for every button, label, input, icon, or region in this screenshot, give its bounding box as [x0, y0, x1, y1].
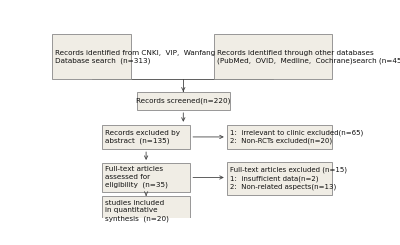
- FancyBboxPatch shape: [214, 34, 332, 79]
- Text: Records identified from CNKI,  VIP,  Wanfang
Database search  (n=313): Records identified from CNKI, VIP, Wanfa…: [56, 50, 216, 64]
- Text: Records screened(n=220): Records screened(n=220): [136, 98, 230, 104]
- FancyBboxPatch shape: [52, 34, 131, 79]
- Text: 1:  irrelevant to clinic excluded(n=65)
2:  Non-RCTs excluded(n=20): 1: irrelevant to clinic excluded(n=65) 2…: [230, 130, 363, 144]
- Text: Full-text articles
assessed for
eligibility  (n=35): Full-text articles assessed for eligibil…: [105, 167, 168, 188]
- Text: studies included
in quantitative
synthesis  (n=20): studies included in quantitative synthes…: [105, 199, 169, 221]
- Text: Records identified through other databases
(PubMed,  OVID,  Medline,  Cochrane)s: Records identified through other databas…: [218, 50, 400, 64]
- FancyBboxPatch shape: [102, 196, 190, 225]
- Text: Records excluded by
abstract  (n=135): Records excluded by abstract (n=135): [105, 130, 180, 144]
- FancyBboxPatch shape: [227, 162, 332, 195]
- FancyBboxPatch shape: [102, 163, 190, 192]
- FancyBboxPatch shape: [227, 125, 332, 149]
- FancyBboxPatch shape: [137, 92, 230, 110]
- FancyBboxPatch shape: [102, 125, 190, 149]
- Text: Full-text articles excluded (n=15)
1:  insufficient data(n=2)
2:  Non-related as: Full-text articles excluded (n=15) 1: in…: [230, 167, 347, 190]
